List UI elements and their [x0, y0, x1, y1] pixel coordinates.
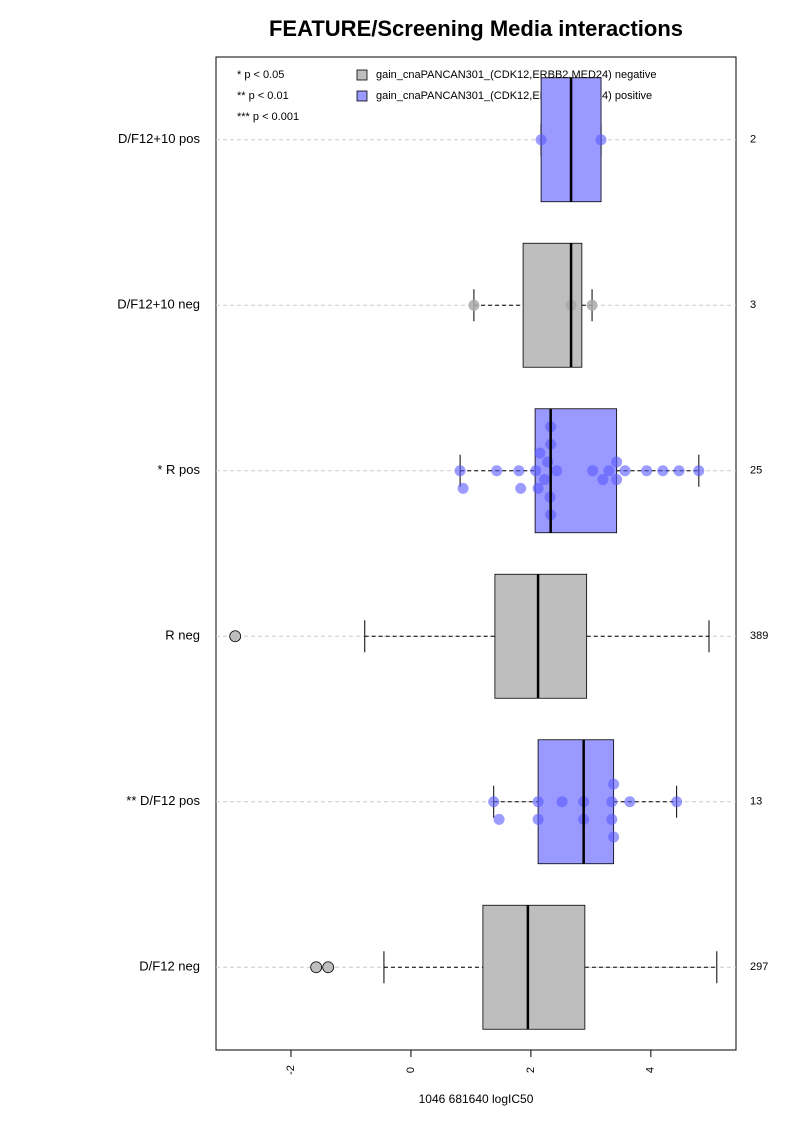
data-point [597, 474, 609, 486]
data-point [606, 796, 618, 808]
data-point [513, 465, 525, 477]
data-point [493, 813, 505, 825]
data-point [556, 796, 568, 808]
data-point [673, 465, 685, 477]
data-point [624, 796, 636, 808]
box [482, 904, 586, 1030]
data-point [619, 465, 631, 477]
data-point [488, 796, 500, 808]
data-point [603, 465, 615, 477]
data-point [608, 831, 620, 843]
legend-label: gain_cnaPANCAN301_(CDK12,ERBB2,MED24) po… [376, 90, 652, 102]
count-label: 3 [750, 299, 756, 311]
category-label: ** D/F12 pos [126, 793, 200, 808]
legend-swatch [356, 90, 368, 102]
data-point [534, 447, 546, 459]
data-point [641, 465, 653, 477]
data-point [587, 465, 599, 477]
box [537, 739, 615, 865]
data-point [595, 134, 607, 146]
count-label: 2 [750, 134, 756, 146]
x-tick-label: 4 [645, 1067, 657, 1073]
data-point [468, 299, 480, 311]
data-point [693, 465, 705, 477]
data-point [535, 134, 547, 146]
note: ** p < 0.01 [237, 90, 289, 102]
count-label: 25 [750, 465, 762, 477]
legend-swatch [356, 69, 368, 81]
outlier [310, 961, 323, 974]
x-tick-label: -2 [285, 1065, 297, 1075]
category-label: D/F12+10 neg [117, 297, 200, 312]
x-axis-label: 1046 681640 logIC50 [419, 1092, 534, 1106]
data-point [530, 465, 542, 477]
data-point [491, 465, 503, 477]
category-label: * R pos [157, 462, 200, 477]
x-tick-label: 0 [405, 1067, 417, 1073]
data-point [586, 299, 598, 311]
chart-title: FEATURE/Screening Media interactions [269, 16, 683, 41]
category-label: D/F12+10 pos [118, 131, 201, 146]
plot-frame [215, 56, 737, 1051]
data-point [608, 778, 620, 790]
note: *** p < 0.001 [237, 111, 299, 123]
note: * p < 0.05 [237, 69, 284, 81]
category-label: D/F12 neg [139, 959, 200, 974]
data-point [539, 474, 551, 486]
count-label: 297 [750, 961, 768, 973]
data-point [454, 465, 466, 477]
data-point [657, 465, 669, 477]
category-label: R neg [165, 628, 200, 643]
outlier [229, 630, 242, 643]
data-point [611, 474, 623, 486]
data-point [532, 482, 544, 494]
data-point [457, 482, 469, 494]
data-point [611, 456, 623, 468]
data-point [671, 796, 683, 808]
count-label: 13 [750, 796, 762, 808]
data-point [532, 796, 544, 808]
count-label: 389 [750, 630, 768, 642]
box [494, 573, 588, 699]
data-point [606, 813, 618, 825]
data-point [515, 482, 527, 494]
legend-label: gain_cnaPANCAN301_(CDK12,ERBB2,MED24) ne… [376, 69, 656, 81]
data-point [551, 465, 563, 477]
data-point [532, 813, 544, 825]
x-tick-label: 2 [525, 1067, 537, 1073]
outlier [322, 961, 335, 974]
